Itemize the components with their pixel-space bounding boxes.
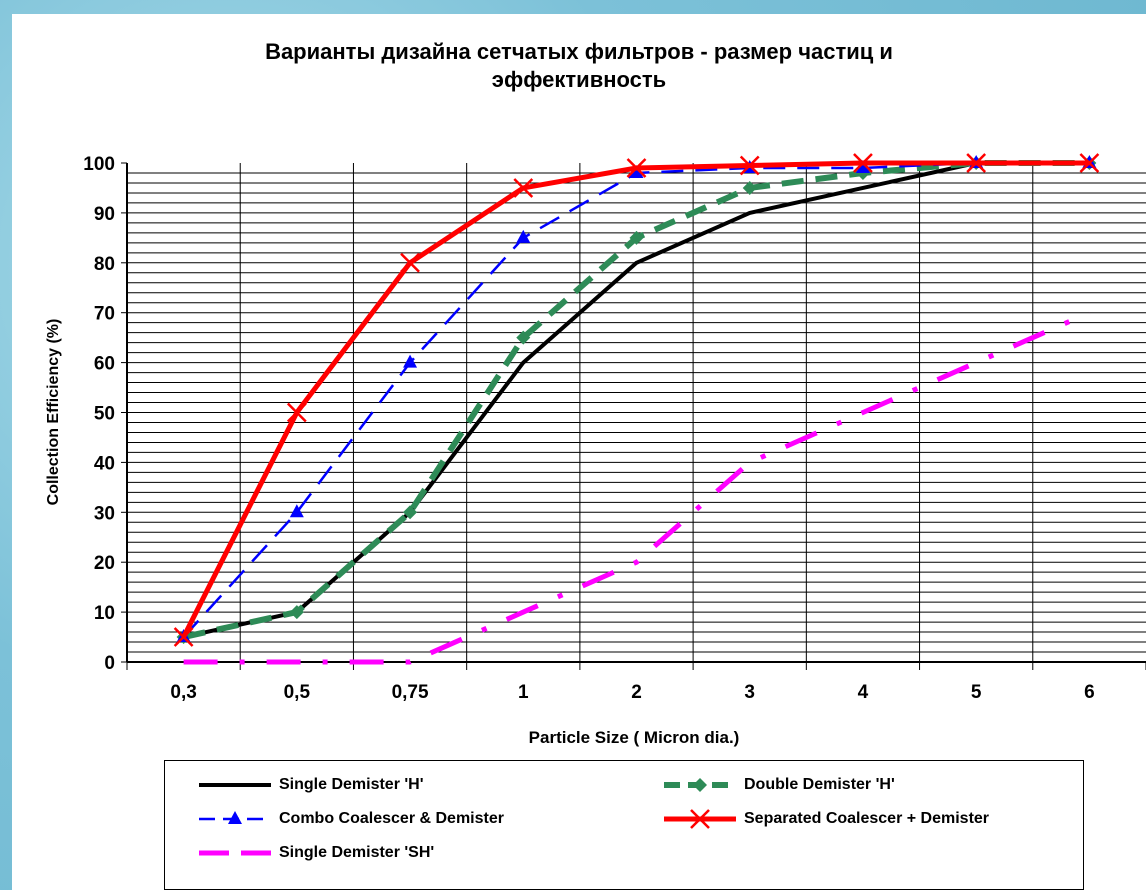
grid-lines — [127, 163, 1146, 662]
data-point-1-5 — [742, 180, 757, 195]
legend-marker-3 — [690, 809, 710, 829]
data-point-3-1 — [286, 402, 307, 423]
legend-label-4: Single Demister 'SH' — [279, 844, 435, 861]
y-axis-label: Collection Efficiency (%) — [45, 319, 62, 506]
y-tick-label: 90 — [94, 204, 115, 225]
legend-label-0: Single Demister 'H' — [279, 776, 424, 793]
legend-swatch-0 — [199, 783, 271, 787]
x-tick-label: 0,5 — [284, 682, 311, 703]
y-tick-labels: 0 10 20 30 40 50 60 70 80 90 100 — [83, 154, 127, 674]
x-tick-label: 3 — [744, 682, 755, 703]
x-tick-labels: 0,3 0,5 0,75 1 2 3 4 5 6 — [170, 682, 1094, 703]
data-point-3-4 — [626, 158, 647, 178]
y-tick-label: 80 — [94, 254, 115, 275]
data-point-3-0 — [173, 627, 194, 647]
legend-label-3: Separated Coalescer + Demister — [744, 810, 990, 827]
x-tick-label: 0,75 — [392, 682, 429, 703]
legend-label-1: Double Demister 'H' — [744, 776, 895, 793]
x-tick-label: 6 — [1084, 682, 1095, 703]
legend-marker-2 — [228, 811, 242, 824]
data-point-2-6 — [855, 159, 870, 173]
data-point-1-2 — [403, 505, 418, 520]
legend: Single Demister 'H' Double Demister 'H' Co… — [164, 760, 1084, 890]
y-tick-label: 60 — [94, 354, 115, 375]
chart-title-line1: Варианты дизайна сетчатых фильтров - раз… — [265, 39, 893, 64]
legend-item-4: Single Demister 'SH' — [195, 841, 434, 865]
y-tick-label: 70 — [94, 304, 115, 325]
data-point-1-3 — [516, 330, 531, 345]
series-4 — [183, 310, 1091, 665]
legend-item-0: Single Demister 'H' — [195, 773, 424, 797]
x-tick-label: 0,3 — [170, 682, 196, 703]
series-group — [173, 153, 1100, 665]
legend-swatch-4 — [199, 850, 271, 856]
legend-swatch-1 — [664, 778, 736, 792]
legend-swatch-3 — [664, 809, 736, 829]
data-point-1-4 — [629, 230, 644, 245]
legend-item-1: Double Demister 'H' — [660, 773, 895, 797]
data-point-2-4 — [629, 164, 644, 178]
x-axis-label: Particle Size ( Micron dia.) — [529, 728, 740, 747]
data-point-3-3 — [513, 178, 534, 198]
data-point-1-1 — [289, 605, 304, 620]
y-tick-label: 0 — [104, 653, 115, 674]
y-tick-label: 30 — [94, 503, 115, 524]
data-point-3-6 — [853, 153, 873, 173]
y-tick-label: 20 — [94, 553, 115, 574]
series-2 — [176, 155, 1097, 643]
y-tick-label: 50 — [94, 404, 115, 425]
data-point-3-7 — [966, 153, 987, 173]
series-line-4 — [183, 310, 1091, 665]
y-tick-label: 10 — [94, 603, 115, 624]
data-point-3-2 — [400, 252, 420, 273]
x-tick-label: 4 — [858, 682, 869, 703]
chart-title: Варианты дизайна сетчатых фильтров - раз… — [12, 38, 1146, 94]
series-1 — [176, 156, 1097, 645]
x-tick-label: 1 — [518, 682, 529, 703]
data-point-2-2 — [403, 354, 418, 368]
data-point-2-3 — [516, 229, 531, 243]
legend-label-2: Combo Coalescer & Demister — [279, 810, 504, 827]
series-3 — [173, 153, 1100, 647]
chart-title-line2: эффективность — [491, 67, 667, 92]
legend-swatch-2 — [199, 811, 271, 824]
legend-item-3: Separated Coalescer + Demister — [660, 807, 989, 831]
data-point-3-8 — [1079, 153, 1100, 173]
legend-item-2: Combo Coalescer & Demister — [195, 807, 504, 831]
y-tick-label: 40 — [94, 453, 115, 474]
x-tick-label: 5 — [971, 682, 982, 703]
x-tick-label: 2 — [631, 682, 642, 703]
y-tick-label: 100 — [83, 154, 115, 175]
data-point-3-5 — [739, 155, 760, 176]
data-point-2-1 — [289, 504, 304, 518]
legend-marker-1 — [693, 778, 707, 792]
